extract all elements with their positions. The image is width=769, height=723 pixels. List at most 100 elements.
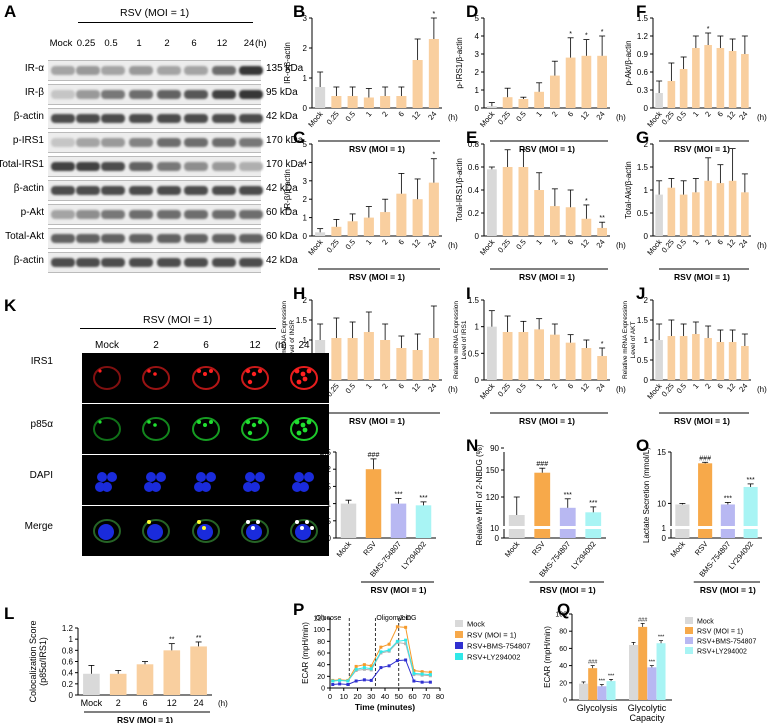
x-tick-label: 0.25 <box>660 110 676 127</box>
western-band <box>239 114 263 123</box>
x-tick-label: 0.25 <box>325 238 341 255</box>
significance-mark: ### <box>588 660 598 666</box>
nucleus <box>102 482 112 492</box>
western-band <box>101 162 125 171</box>
confocal-image <box>82 455 132 505</box>
western-band <box>51 66 75 75</box>
bar <box>728 342 737 380</box>
fluorescent-puncta <box>257 368 263 374</box>
bar <box>679 69 688 108</box>
bar <box>692 334 700 380</box>
bar <box>585 512 602 538</box>
western-blot-strip <box>48 204 263 225</box>
confocal-image <box>230 455 280 505</box>
significance-mark: ** <box>169 637 175 644</box>
x-tick-label: 24 <box>737 382 749 394</box>
colocalization-spot <box>300 526 304 530</box>
western-kda-label: 170 kDa <box>266 159 304 170</box>
y-tick-label: 0.6 <box>637 68 649 77</box>
fluorescent-puncta <box>153 423 157 427</box>
western-band <box>239 234 263 243</box>
bar <box>720 504 735 538</box>
x-axis-label: RSV (MOI = 1) <box>674 144 730 154</box>
nucleus <box>151 482 161 492</box>
nucleus <box>194 482 204 492</box>
y-tick-label: 1.2 <box>62 624 74 633</box>
colocalization-spot <box>305 520 309 524</box>
bar <box>728 180 737 236</box>
fluorescent-puncta <box>296 430 302 436</box>
western-band <box>239 210 263 219</box>
bar <box>588 668 598 700</box>
cell-outline <box>290 417 318 441</box>
confocal-image <box>230 404 280 454</box>
x-tick-label: 2 <box>703 110 713 119</box>
x-tick-label: 0.25 <box>496 238 512 255</box>
bar <box>412 350 423 380</box>
x-tick-label: 12 <box>725 382 737 394</box>
western-band <box>129 138 153 147</box>
western-row-label: β-actin <box>13 255 44 266</box>
x-tick-label: 2 <box>703 238 713 247</box>
y-axis-label: Lactate Secretion (mmol/L) <box>642 447 651 543</box>
western-band <box>157 138 181 147</box>
bar <box>163 650 181 695</box>
x-axis-label: RSV (MOI = 1) <box>519 416 575 426</box>
legend-label: RSV+LY294002 <box>467 653 520 662</box>
x-tick-label: Mock <box>478 109 497 129</box>
x-axis-label: RSV (MOI = 1) <box>674 416 730 426</box>
y-tick-label: 0 <box>644 104 649 113</box>
nucleus <box>97 472 107 482</box>
fluorescent-puncta <box>302 427 308 433</box>
bar <box>743 486 758 538</box>
y-axis-label-line: Level of IRS1 <box>461 320 468 359</box>
y-tick-label: 1.5 <box>637 316 649 325</box>
y-tick-label: 40 <box>317 662 325 669</box>
y-tick-label: 10 <box>490 524 499 533</box>
panel-label-a: A <box>4 2 17 21</box>
western-kda-label: 42 kDa <box>266 255 298 266</box>
western-band <box>76 210 100 219</box>
y-axis-label: Colocalization Score(p85α/IRS1) <box>28 620 48 702</box>
nucleus <box>294 472 304 482</box>
western-band <box>239 90 263 99</box>
western-lane-label: 2 <box>164 38 170 49</box>
confocal-image <box>131 353 181 403</box>
western-band <box>101 234 125 243</box>
x-tick-label: Mock <box>306 109 325 129</box>
y-tick-label: 120 <box>313 616 325 623</box>
x-tick-label: Capacity <box>629 713 665 723</box>
x-tick-label: 40 <box>381 692 389 701</box>
y-axis-label: p-IRS1/β-actin <box>455 37 464 88</box>
x-tick-label: 6 <box>715 382 725 391</box>
y-axis-label: Total-Akt/β-actin <box>624 161 633 219</box>
data-point <box>404 638 408 642</box>
western-band <box>101 210 125 219</box>
y-tick-label: 0 <box>321 686 325 693</box>
chart-panel-e: E 0 0.2 0.4 0.6 0.8 Total-IRS1/β-actin Mock 0.25… <box>455 128 626 282</box>
bar <box>597 356 608 380</box>
bar <box>412 199 423 236</box>
confocal-image <box>279 404 329 454</box>
confocal-cell-graphic <box>241 366 269 390</box>
y-tick-label: 4 <box>303 158 308 167</box>
cell-outline <box>142 519 170 543</box>
bar <box>331 226 342 236</box>
x-tick-label: 2 <box>116 698 121 708</box>
x-tick-label: 0.5 <box>675 110 689 124</box>
x-tick-label: 24 <box>594 238 606 250</box>
y-axis-label-line: (p85α/IRS1) <box>38 637 48 686</box>
bar <box>549 75 560 108</box>
confocal-row-label: IRS1 <box>30 356 53 367</box>
confocal-cell-graphic <box>290 366 318 390</box>
confocal-cell-graphic <box>93 417 121 441</box>
panel-label: F <box>636 2 646 21</box>
confocal-cell-graphic <box>241 519 269 543</box>
confocal-hours-unit: (h) <box>275 340 287 351</box>
x-unit-label: (h) <box>616 385 626 394</box>
western-band <box>76 234 100 243</box>
western-band <box>212 66 236 75</box>
y-tick-label: 60 <box>317 651 325 658</box>
